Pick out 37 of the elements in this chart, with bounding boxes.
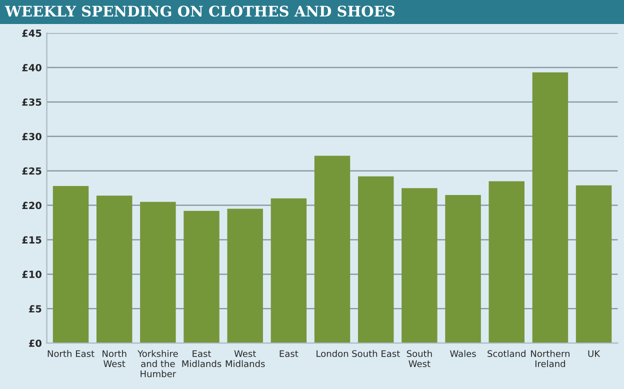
y-tick-label: £35: [22, 98, 42, 106]
bar: [52, 186, 89, 344]
y-tick-label: £0: [29, 340, 42, 347]
y-tick-label: £25: [22, 167, 42, 175]
bar: [184, 210, 220, 344]
y-tick-label: £30: [22, 132, 42, 140]
bar: [227, 208, 263, 344]
x-tick-label: Wales: [450, 350, 476, 358]
y-tick-label: £5: [29, 305, 42, 312]
y-tick-label: £45: [22, 30, 42, 37]
bar: [358, 176, 394, 344]
x-tick-label: UK: [588, 350, 600, 358]
x-tick-label: North East: [48, 350, 94, 358]
bar: [532, 72, 568, 344]
x-tick-label: Scotland: [488, 350, 526, 358]
x-tick-label: Northern Ireland: [531, 350, 570, 368]
bar: [96, 196, 132, 344]
bar: [576, 185, 612, 344]
x-tick-label: South East: [352, 350, 400, 358]
bar: [140, 202, 176, 344]
bar: [270, 198, 307, 344]
x-tick-label: East: [280, 350, 298, 358]
y-tick-label: £40: [22, 64, 42, 72]
x-tick-label: North West: [102, 350, 126, 368]
bar: [445, 194, 481, 344]
bar: [314, 156, 350, 344]
bar: [402, 188, 438, 344]
x-tick-label: West Midlands: [226, 350, 265, 368]
y-tick-label: £20: [22, 202, 42, 210]
x-tick-label: South West: [406, 350, 432, 368]
y-tick-label: £15: [22, 236, 42, 244]
chart-title: WEEKLY SPENDING ON CLOTHES AND SHOES: [4, 6, 395, 17]
x-tick-label: London: [316, 350, 348, 358]
bar: [488, 181, 524, 344]
y-tick-label: £10: [22, 270, 42, 278]
x-tick-label: Yorkshire and the Humber: [138, 350, 178, 378]
x-tick-label: East Midlands: [182, 350, 222, 368]
